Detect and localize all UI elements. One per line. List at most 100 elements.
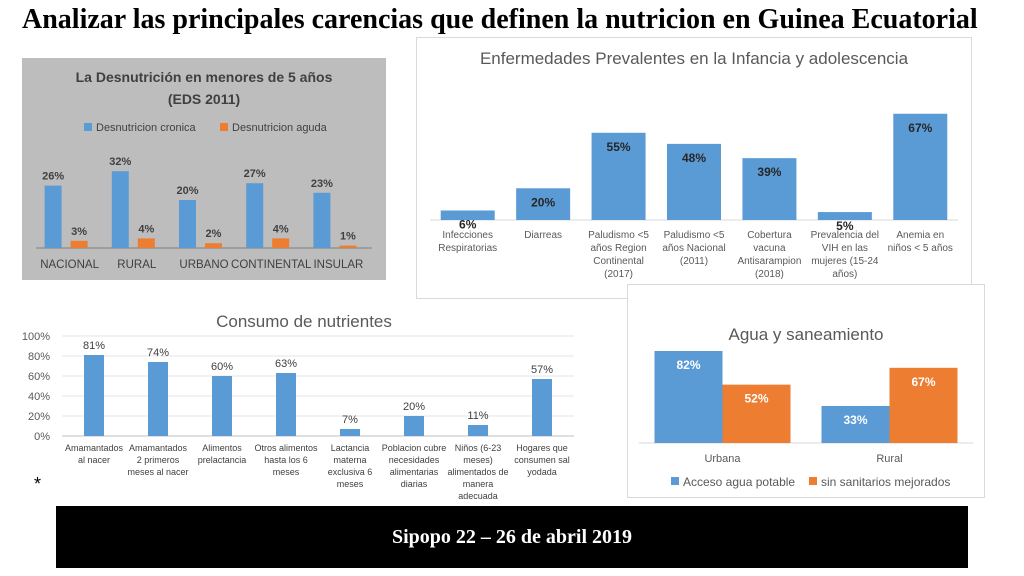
data-label: 7%: [342, 414, 358, 426]
category-label: Hogares que consumen sal yodada: [514, 443, 570, 477]
agua-chart: Agua y saneamiento 82% 52% Urbana 33% 67% Rura…: [627, 284, 985, 498]
data-label: 60%: [211, 361, 233, 373]
bar-enfermedad: [591, 132, 646, 220]
footnote-asterisk: *: [34, 474, 42, 494]
data-label: 55%: [607, 140, 631, 154]
data-label: 52%: [744, 392, 768, 406]
chart-title: Enfermedades Prevalentes en la Infancia …: [480, 49, 909, 68]
bar-nutriente: [532, 379, 552, 436]
data-label: 20%: [531, 195, 555, 209]
category-label: INSULAR: [313, 259, 363, 271]
footer-banner: Sipopo 22 – 26 de abril 2019: [56, 506, 968, 568]
footer-text: Sipopo 22 – 26 de abril 2019: [391, 525, 633, 548]
bar-desnutricion-aguda: [205, 243, 222, 248]
bar-enfermedad: [893, 113, 948, 220]
legend-label-1: sin sanitarios mejorados: [821, 475, 950, 489]
chart-title: Consumo de nutrientes: [216, 312, 392, 331]
bar-nutriente: [468, 425, 488, 436]
y-tick-label: 40%: [28, 391, 50, 403]
bar-sin-sanitarios-mejorados: [722, 384, 791, 443]
bar-desnutricion-cronica: [313, 192, 331, 248]
y-tick-label: 100%: [22, 331, 50, 343]
data-label: 67%: [911, 375, 935, 389]
legend-swatch-0: [671, 477, 679, 485]
bar-desnutricion-aguda: [272, 238, 290, 248]
enfermedades-chart: Enfermedades Prevalentes en la Infancia …: [416, 37, 972, 299]
data-label: 20%: [176, 185, 198, 197]
category-label: Amamantados 2 primeros meses al nacer: [127, 443, 188, 477]
bar-desnutricion-cronica: [246, 183, 264, 248]
data-label: 23%: [311, 178, 333, 190]
data-label: 1%: [340, 231, 356, 243]
data-label: 3%: [71, 226, 87, 238]
bar-nutriente: [212, 376, 232, 436]
bar-desnutricion-cronica: [44, 185, 62, 248]
category-label: RURAL: [117, 259, 157, 271]
y-tick-label: 20%: [28, 411, 50, 423]
category-label: Urbana: [704, 453, 741, 465]
bar-desnutricion-aguda: [137, 238, 155, 248]
category-label: Anemia en niños < 5 años: [888, 230, 953, 254]
legend-swatch-1: [809, 477, 817, 485]
category-label: Paludismo <5 años Nacional (2011): [662, 230, 725, 267]
category-label: Rural: [876, 453, 902, 465]
legend-label-1: Desnutricion aguda: [232, 122, 328, 134]
nutrientes-chart-panel: Consumo de nutrientes 0% 20% 40% 60% 80% 100% 8…: [18, 306, 588, 504]
category-label: URBANO: [179, 259, 228, 271]
agua-chart-panel: Agua y saneamiento 82% 52% Urbana 33% 67% Rura…: [627, 284, 985, 498]
data-label: 32%: [109, 156, 131, 168]
category-label: Otros alimentos hasta los 6 meses: [254, 443, 318, 477]
category-label: Amamantados al nacer: [65, 443, 124, 465]
nutrientes-chart: Consumo de nutrientes 0% 20% 40% 60% 80% 100% 8…: [22, 312, 574, 501]
data-label: 4%: [273, 223, 289, 235]
y-tick-label: 60%: [28, 371, 50, 383]
data-label: 81%: [83, 340, 105, 352]
category-label: Paludismo <5 años Region Continental (2017): [588, 230, 649, 280]
bar-desnutricion-aguda: [339, 245, 357, 248]
chart-title: Agua y saneamiento: [729, 325, 884, 344]
legend-label-0: Acceso agua potable: [683, 475, 795, 489]
legend-label-0: Desnutricion cronica: [96, 122, 197, 134]
data-label: 74%: [147, 347, 169, 359]
data-label: 26%: [42, 171, 64, 183]
bar-enfermedad: [817, 212, 872, 220]
category-label: Prevalencia del VIH en las mujeres (15-24 a…: [811, 230, 879, 280]
enfermedades-chart-panel: Enfermedades Prevalentes en la Infancia …: [416, 37, 972, 299]
bar-enfermedad: [742, 158, 797, 220]
legend-swatch-1: [220, 123, 228, 131]
data-label: 27%: [244, 168, 266, 180]
bar-nutriente: [404, 416, 424, 436]
desnutricion-chart: La Desnutrición en menores de 5 años (EDS…: [22, 58, 386, 280]
data-label: 11%: [467, 410, 488, 422]
category-label: Lactancia materna exclusiva 6 meses: [328, 443, 373, 489]
category-label: Poblacion cubre necesidades alimentarias di…: [382, 443, 447, 489]
data-label: 5%: [836, 219, 854, 233]
bar-acceso-agua-potable: [654, 350, 723, 443]
data-label: 57%: [531, 364, 553, 376]
chart-subtitle: (EDS 2011): [168, 91, 240, 107]
category-label: Cobertura vacuna Antisarampion (2018): [737, 230, 801, 280]
bar-nutriente: [148, 362, 168, 436]
bar-acceso-agua-potable: [821, 405, 890, 443]
data-label: 67%: [908, 121, 932, 135]
data-label: 4%: [138, 223, 154, 235]
data-label: 63%: [275, 358, 297, 370]
category-label: CONTINENTAL: [231, 259, 312, 271]
slide-title: Analizar las principales carencias que d…: [22, 4, 978, 35]
data-label: 33%: [843, 413, 867, 427]
bar-desnutricion-aguda: [70, 240, 88, 248]
category-label: Diarreas: [524, 230, 562, 241]
data-label: 48%: [682, 151, 706, 165]
y-tick-label: 80%: [28, 351, 50, 363]
data-label: 20%: [403, 401, 425, 413]
data-label: 6%: [459, 217, 477, 231]
category-label: Alimentos prelactancia: [198, 443, 247, 465]
bar-enfermedad: [440, 210, 495, 220]
data-label: 39%: [757, 165, 781, 179]
data-label: 82%: [676, 358, 700, 372]
bar-nutriente: [276, 373, 296, 436]
chart-title: La Desnutrición en menores de 5 años: [76, 69, 333, 85]
bar-desnutricion-cronica: [179, 200, 196, 248]
category-label: Infecciones Respiratorias: [438, 230, 497, 254]
bar-nutriente: [340, 429, 360, 436]
